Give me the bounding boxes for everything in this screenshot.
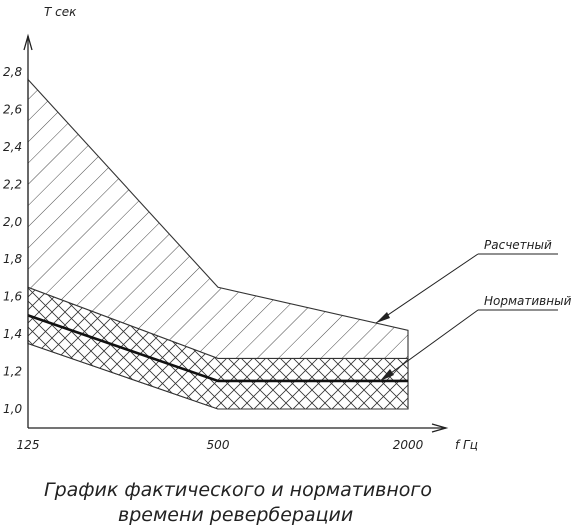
y-tick-label: 1,0 bbox=[3, 402, 22, 416]
legend-calculated: Расчетный bbox=[375, 238, 558, 324]
legend-normative: Нормативный bbox=[379, 294, 572, 382]
lines-layer bbox=[27, 314, 408, 383]
x-axis-arrow bbox=[431, 423, 449, 433]
y-axis-unit: T сек bbox=[44, 5, 77, 19]
y-tick-labels: 1,0 1,2 1,4 1,6 1,8 2,0 2,2 2,4 2,6 2,8 bbox=[3, 65, 22, 416]
x-axis-unit: f Гц bbox=[455, 438, 478, 452]
y-tick-label: 2,0 bbox=[3, 215, 22, 229]
chart-title-line-1: График фактического и нормативного bbox=[44, 479, 432, 501]
y-tick-label: 1,4 bbox=[3, 327, 22, 341]
y-tick-label: 2,2 bbox=[3, 177, 22, 191]
legend-normative-leader bbox=[379, 309, 479, 382]
y-tick-label: 1,8 bbox=[3, 252, 22, 266]
y-tick-label: 2,8 bbox=[3, 65, 22, 79]
legend-normative-label: Нормативный bbox=[484, 294, 572, 308]
x-tick-label: 125 bbox=[17, 438, 40, 452]
legend-calculated-arrow bbox=[376, 312, 390, 323]
x-tick-label: 500 bbox=[207, 438, 230, 452]
y-tick-label: 1,2 bbox=[3, 365, 22, 379]
legend-calculated-leader bbox=[375, 253, 479, 324]
legend-calculated-label: Расчетный bbox=[484, 238, 552, 252]
bands-layer bbox=[27, 78, 409, 410]
x-tick-labels: 125 500 2000 bbox=[17, 438, 424, 452]
y-axis-arrow bbox=[23, 33, 33, 51]
x-tick-label: 2000 bbox=[393, 438, 424, 452]
normative-mean-line bbox=[27, 314, 408, 383]
y-tick-label: 2,6 bbox=[3, 102, 22, 116]
chart-title-line-2: времени реверберации bbox=[118, 504, 353, 526]
axes bbox=[23, 33, 449, 433]
legend-normative-arrow bbox=[380, 369, 394, 381]
y-tick-label: 1,6 bbox=[3, 290, 22, 304]
y-tick-label: 2,4 bbox=[3, 140, 22, 154]
